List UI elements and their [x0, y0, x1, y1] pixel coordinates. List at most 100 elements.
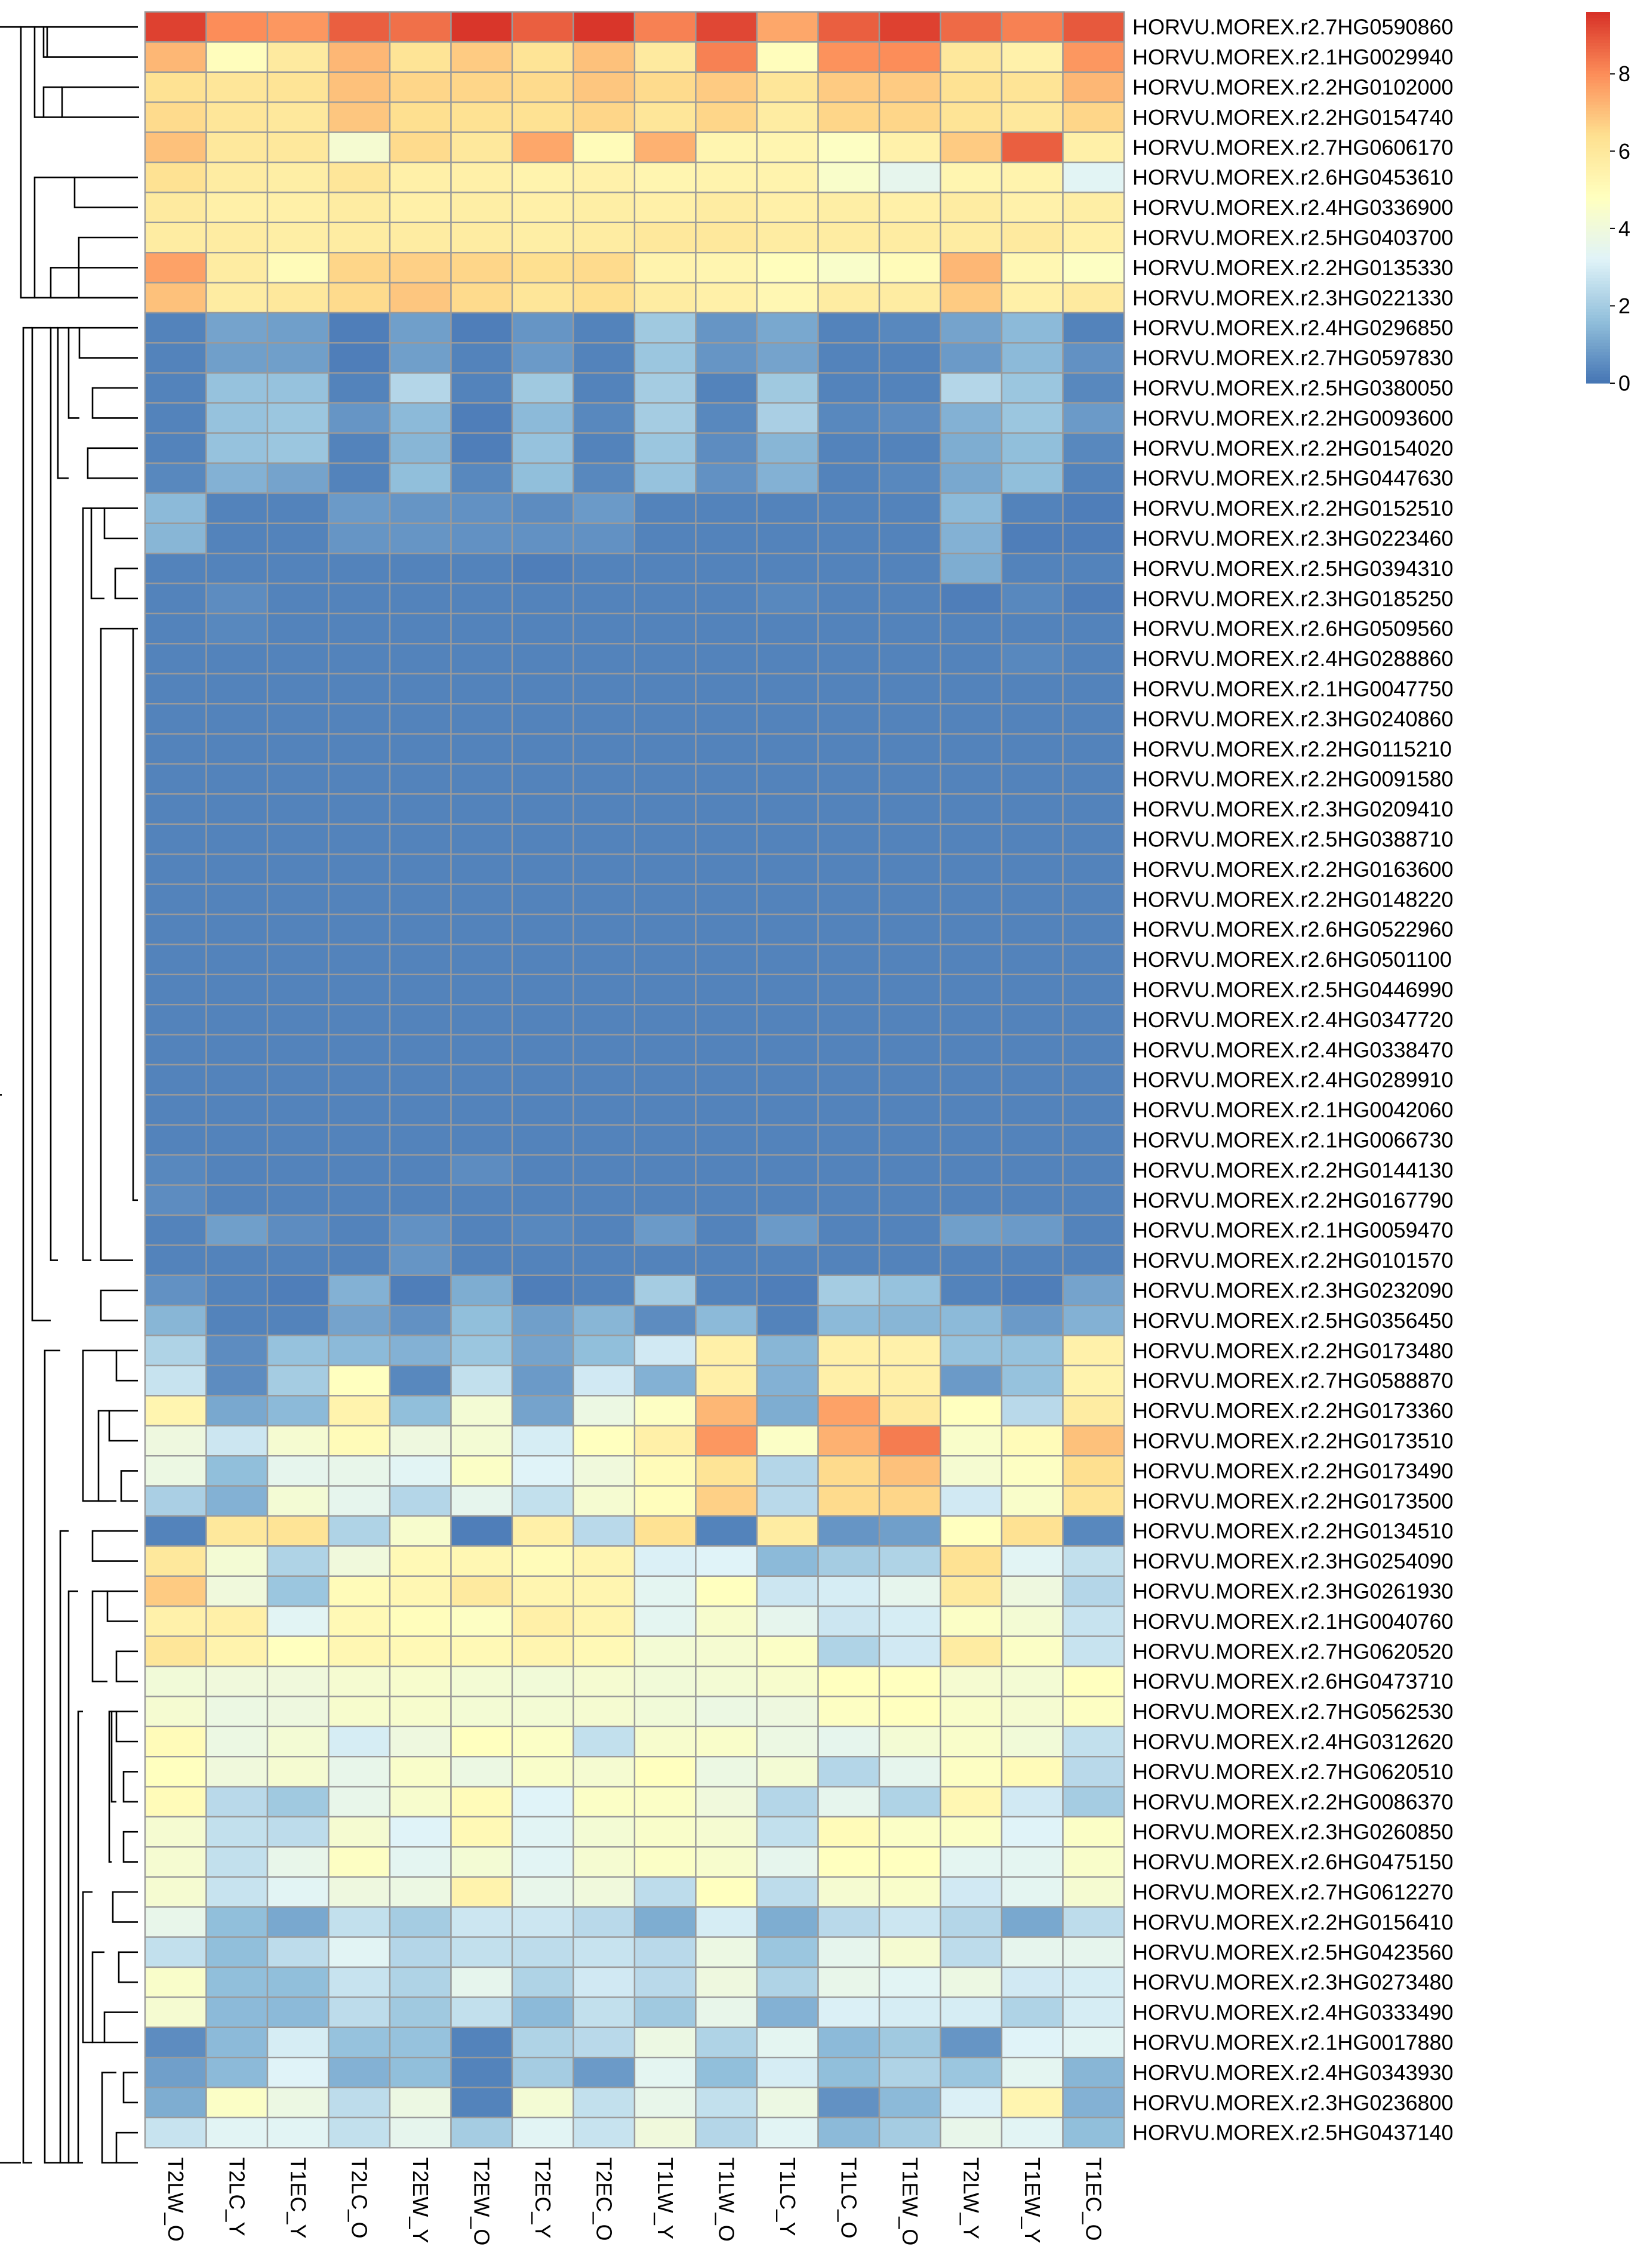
heatmap-cell [205, 643, 269, 675]
dendrogram-branch [120, 1470, 138, 1502]
heatmap-cell [633, 823, 697, 855]
heatmap-cell [633, 282, 697, 314]
heatmap-cell [205, 2026, 269, 2059]
heatmap-cell [817, 1936, 881, 1968]
heatmap-cell [633, 1876, 697, 1908]
heatmap-cell [450, 312, 513, 344]
heatmap-cell [205, 793, 269, 825]
heatmap-cell [756, 913, 819, 945]
heatmap-cell [695, 1034, 758, 1066]
heatmap-cell [940, 1725, 1003, 1758]
heatmap-cell [205, 11, 269, 43]
heatmap-cell [1001, 1003, 1064, 1036]
heatmap-cell [1001, 342, 1064, 374]
legend-swatch [1586, 188, 1610, 192]
heatmap-cell [572, 1214, 636, 1246]
dendrogram-branch [67, 1590, 78, 2164]
heatmap-cell [633, 192, 697, 223]
heatmap-cell [756, 1274, 819, 1306]
heatmap-cell [572, 492, 636, 525]
heatmap-cell [144, 1966, 207, 1998]
heatmap-cell [572, 612, 636, 645]
heatmap-cell [940, 823, 1003, 855]
heatmap-cell [1001, 733, 1064, 765]
dendrogram-branch [106, 1590, 138, 1622]
dendrogram-branch [122, 2072, 138, 2104]
heatmap-cell [511, 1485, 574, 1517]
heatmap-cell [511, 1395, 574, 1426]
heatmap-cell [756, 1455, 819, 1487]
heatmap-cell [389, 583, 452, 615]
heatmap-cell [328, 823, 391, 855]
heatmap-cell [205, 492, 269, 525]
heatmap-cell [144, 1575, 207, 1607]
legend-swatch [1586, 212, 1610, 217]
heatmap-cell [756, 793, 819, 825]
heatmap-cell [572, 583, 636, 615]
heatmap-cell [450, 71, 513, 103]
heatmap-cell [817, 1816, 881, 1848]
legend-swatch [1586, 266, 1610, 269]
legend-swatch [1586, 204, 1610, 208]
heatmap-cell [1001, 11, 1064, 43]
legend-swatch [1586, 172, 1610, 177]
heatmap-cell [695, 522, 758, 554]
heatmap-cell [450, 1755, 513, 1788]
heatmap-cell [633, 733, 697, 765]
heatmap-cell [511, 1124, 574, 1156]
heatmap-cell [940, 1575, 1003, 1607]
row-label: HORVU.MOREX.r2.3HG0209410 [1132, 797, 1454, 821]
heatmap-cell [205, 733, 269, 765]
heatmap-cell [633, 1996, 697, 2028]
heatmap-cell [940, 192, 1003, 223]
heatmap-cell [940, 1906, 1003, 1938]
heatmap-cell [1062, 1816, 1125, 1848]
heatmap-cell [1062, 1364, 1125, 1397]
heatmap-cell [878, 1725, 941, 1758]
heatmap-cell [817, 252, 881, 284]
heatmap-cell [328, 432, 391, 464]
heatmap-cell [205, 1094, 269, 1126]
heatmap-cell [389, 944, 452, 976]
legend-swatch [1586, 262, 1610, 266]
heatmap-cell [1001, 252, 1064, 284]
heatmap-cell [817, 643, 881, 675]
heatmap-cell [1001, 1485, 1064, 1517]
legend-swatch [1586, 129, 1610, 133]
heatmap-cell [1062, 221, 1125, 254]
heatmap-cell [511, 1214, 574, 1246]
heatmap-cell [817, 1124, 881, 1156]
heatmap-cell [940, 763, 1003, 795]
heatmap-cell [266, 1725, 330, 1758]
heatmap-cell [633, 1214, 697, 1246]
heatmap-cell [328, 282, 391, 314]
heatmap-cell [1062, 131, 1125, 164]
heatmap-cell [878, 1936, 941, 1968]
heatmap-cell [572, 101, 636, 133]
heatmap-cell [389, 612, 452, 645]
heatmap-cell [389, 2087, 452, 2119]
heatmap-cell [511, 372, 574, 404]
heatmap-cell [878, 763, 941, 795]
heatmap-cell [266, 973, 330, 1006]
heatmap-cell [817, 402, 881, 434]
heatmap-cell [878, 2116, 941, 2149]
row-label: HORVU.MOREX.r2.1HG0040760 [1132, 1609, 1454, 1634]
heatmap-cell [572, 1274, 636, 1306]
heatmap-cell [756, 492, 819, 525]
legend-swatch [1586, 58, 1610, 62]
dendrogram-branch [108, 1711, 112, 1863]
heatmap-cell [328, 612, 391, 645]
heatmap-cell [389, 1184, 452, 1216]
legend-swatch [1586, 222, 1610, 226]
heatmap-cell [633, 583, 697, 615]
heatmap-cell [389, 1725, 452, 1758]
legend-swatch [1586, 148, 1610, 152]
heatmap-cell [205, 522, 269, 554]
heatmap-cell [144, 702, 207, 735]
heatmap-cell [633, 1906, 697, 1938]
heatmap-cell [940, 913, 1003, 945]
legend-swatch [1586, 154, 1610, 158]
heatmap-cell [450, 131, 513, 164]
heatmap-cell [450, 1575, 513, 1607]
